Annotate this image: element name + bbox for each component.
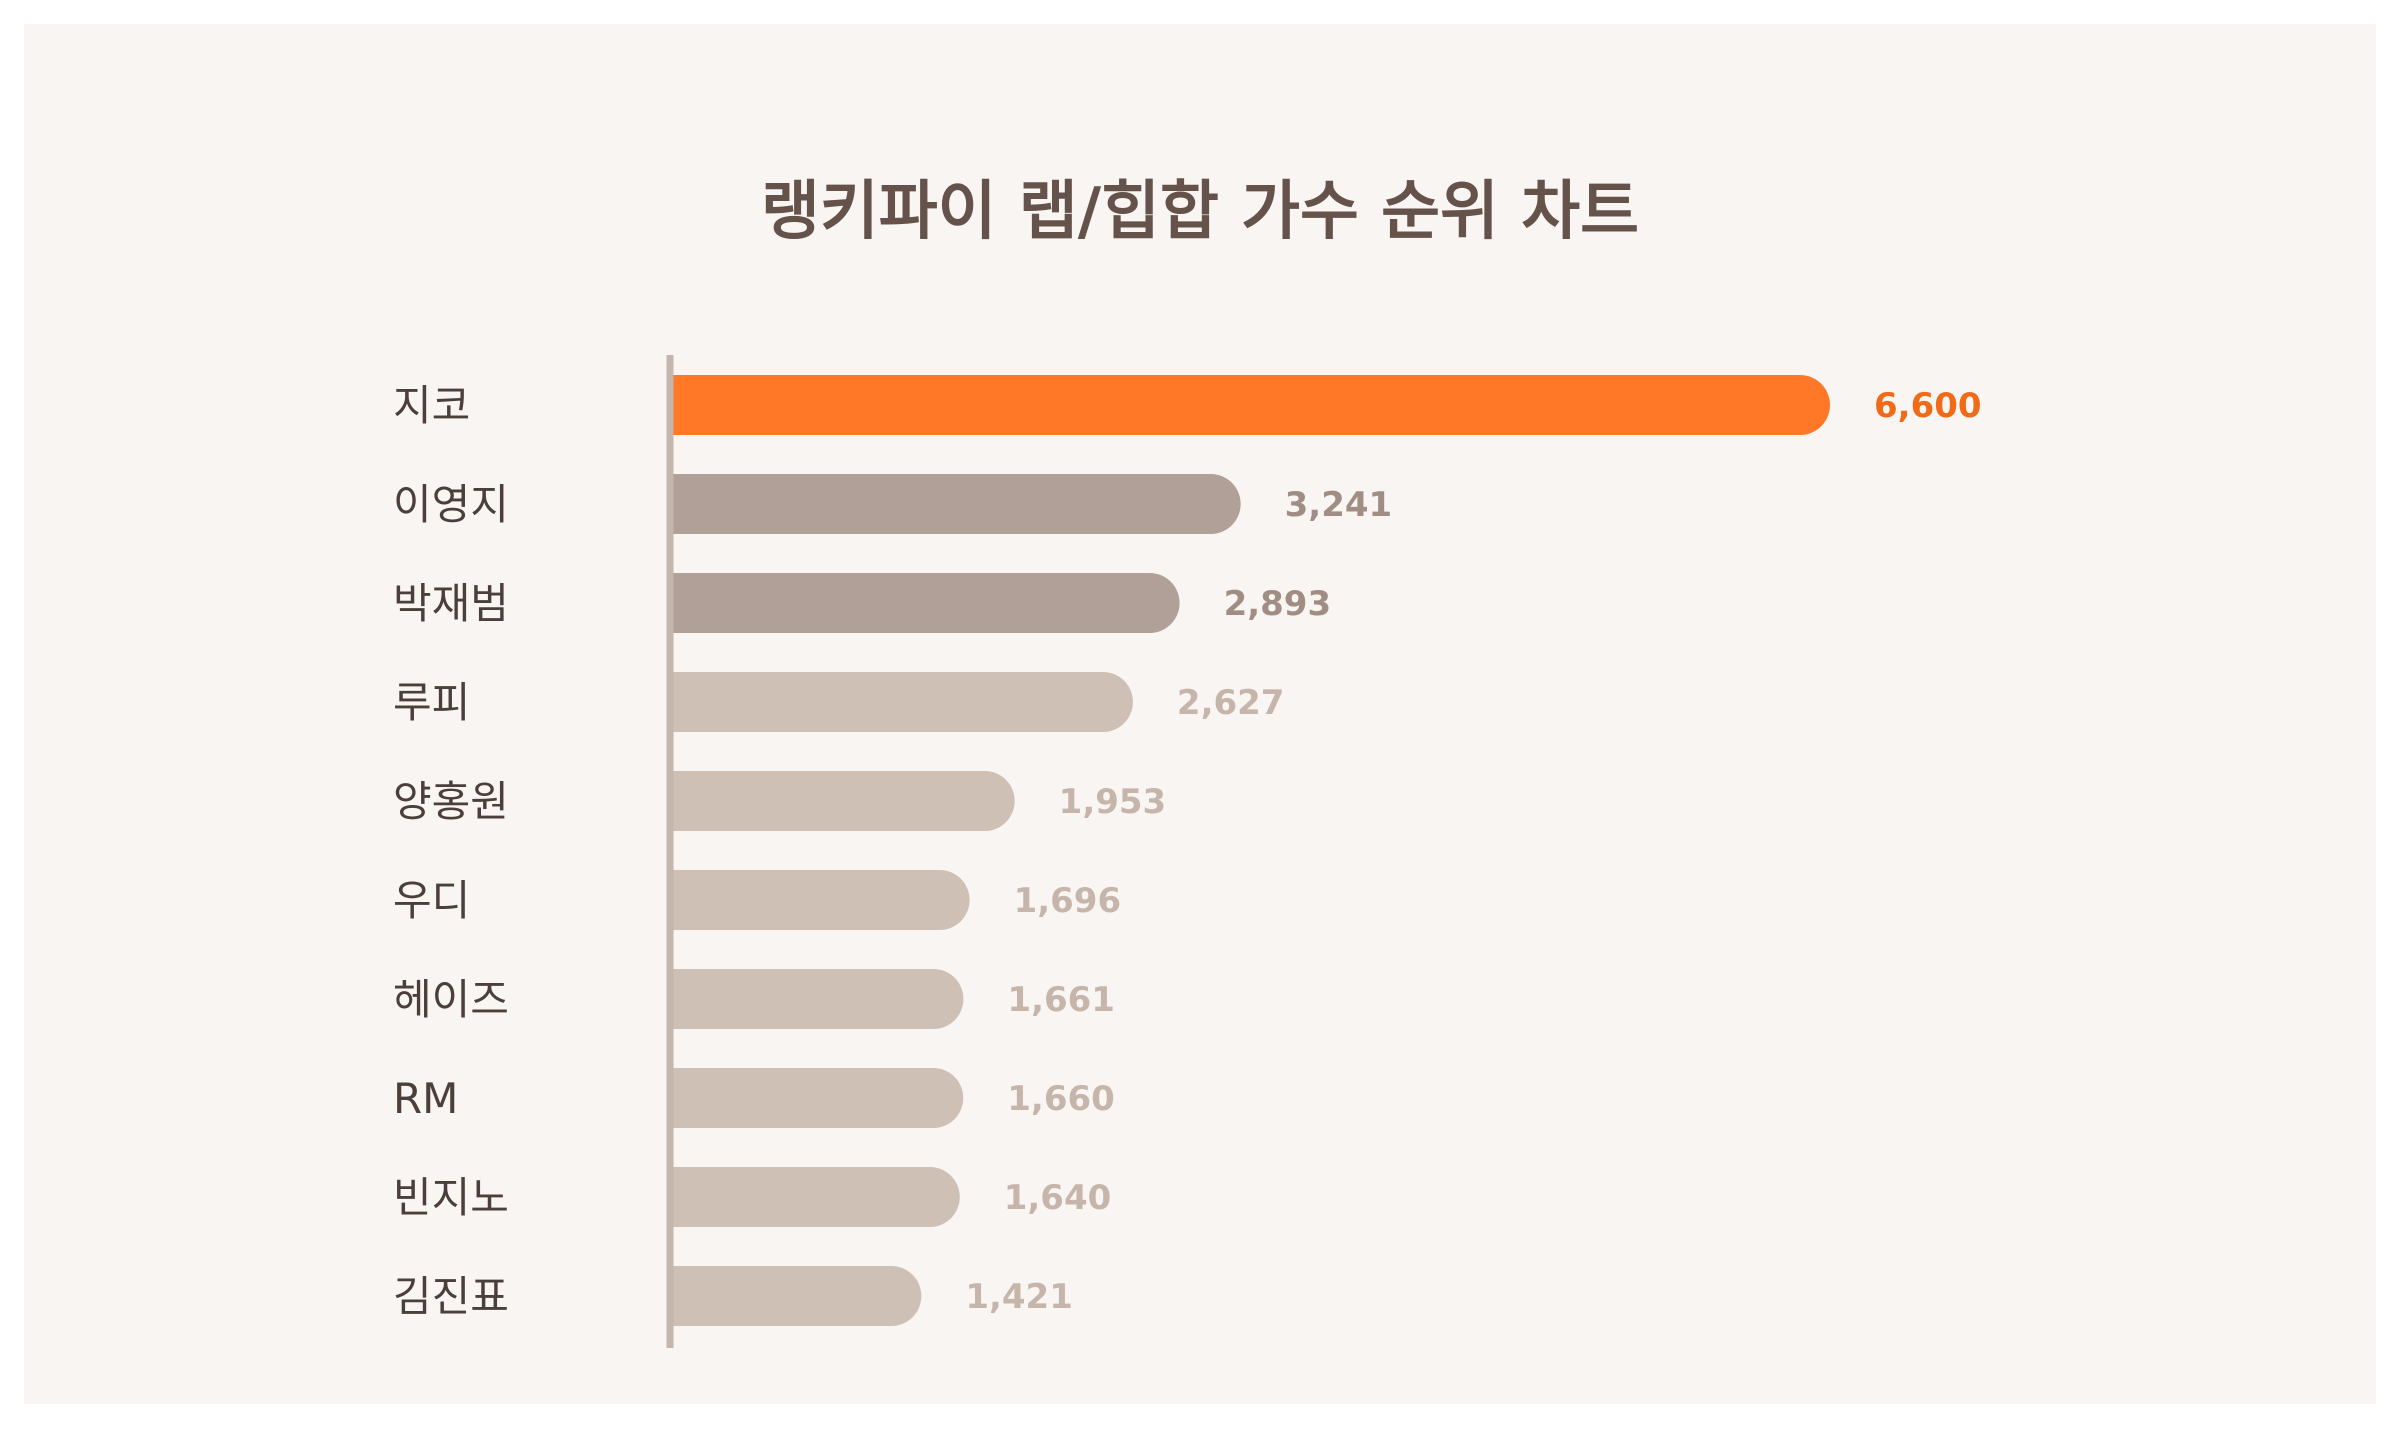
value-label: 1,661: [1007, 980, 1115, 1020]
value-label: 3,241: [1285, 485, 1393, 525]
bar-4: [642, 672, 1133, 732]
chart-panel: [24, 24, 2376, 1404]
category-label: 박재범: [393, 579, 509, 628]
bar-3: [642, 573, 1180, 633]
bar-5: [642, 771, 1015, 831]
chart-title: 랭키파이 랩/힙합 가수 순위 차트: [761, 175, 1639, 249]
axis-gutter: [600, 355, 668, 1348]
category-label: 우디: [393, 876, 470, 925]
value-label: 1,640: [1004, 1178, 1112, 1218]
bars-layer: [600, 355, 1830, 1348]
category-label: 루피: [393, 678, 470, 727]
bar-8: [642, 1068, 964, 1128]
bar-7: [642, 969, 964, 1029]
value-label: 2,893: [1224, 584, 1332, 624]
bar-2: [642, 474, 1241, 534]
labels-layer: 지코 6,600 이영지 3,241 박재범 2,893 루피 2,627 양홍원 1,953 우디…: [393, 381, 1982, 1321]
value-label: 6,600: [1874, 386, 1982, 426]
bar-6: [642, 870, 970, 930]
category-label: 이영지: [393, 480, 509, 529]
value-label: 1,953: [1059, 782, 1167, 822]
category-label: 양홍원: [393, 777, 509, 826]
bar-9: [642, 1167, 960, 1227]
value-label: 1,421: [965, 1277, 1073, 1317]
value-label: 2,627: [1177, 683, 1285, 723]
value-label: 1,660: [1007, 1079, 1115, 1119]
bar-10: [642, 1266, 922, 1326]
category-label: 김진표: [393, 1272, 509, 1321]
category-label: 빈지노: [393, 1173, 509, 1222]
bar-1: [642, 375, 1830, 435]
value-label: 1,696: [1014, 881, 1122, 921]
category-label: 헤이즈: [393, 975, 509, 1024]
category-label: 지코: [393, 381, 470, 430]
category-label: RM: [393, 1074, 458, 1123]
